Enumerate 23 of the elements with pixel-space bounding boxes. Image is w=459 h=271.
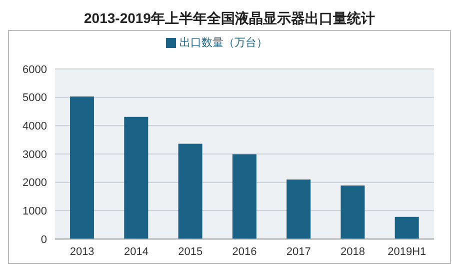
bar: [394, 216, 419, 239]
x-tick-label: 2018: [340, 246, 366, 258]
y-tick-label: 5000: [22, 92, 47, 104]
legend-label: 出口数量（万台）: [180, 37, 268, 49]
x-tick-label: 2013: [70, 246, 94, 258]
y-tick-label: 3000: [22, 148, 47, 161]
x-tick-label: 2014: [124, 246, 148, 258]
y-tick-label: 1000: [22, 206, 47, 218]
y-tick-label: 2000: [22, 177, 47, 190]
chart-title: 2013-2019年上半年全国液晶显示器出口量统计: [83, 9, 376, 28]
x-tick-label: 2017: [286, 246, 311, 258]
bar: [124, 116, 148, 239]
y-tick-label: 6000: [22, 64, 47, 76]
y-tick-label: 0: [40, 234, 47, 246]
y-tick-label: 4000: [22, 120, 47, 133]
bar: [70, 96, 94, 239]
bar: [340, 185, 365, 239]
bar: [178, 144, 202, 239]
bar: [286, 180, 311, 239]
x-tick-label: 2016: [232, 246, 257, 258]
x-tick-label: 2015: [178, 246, 203, 258]
x-tick-label: 2019H1: [388, 246, 426, 258]
bar: [232, 154, 256, 239]
